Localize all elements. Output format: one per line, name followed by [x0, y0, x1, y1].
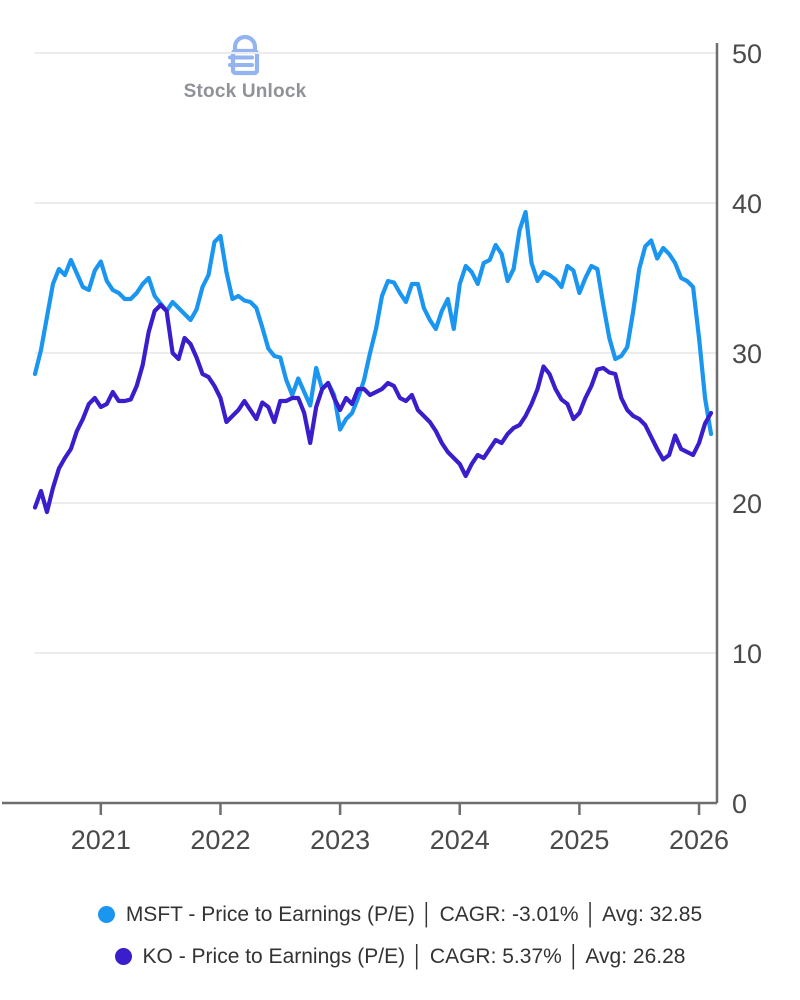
legend-label-ko: KO - Price to Earnings (P/E) │ CAGR: 5.3…	[142, 944, 686, 968]
chart-legend: MSFT - Price to Earnings (P/E) │ CAGR: -…	[0, 893, 800, 977]
legend-color-swatch-msft	[97, 905, 115, 923]
legend-label-msft: MSFT - Price to Earnings (P/E) │ CAGR: -…	[125, 902, 703, 926]
y-tick-label: 20	[732, 489, 762, 519]
y-tick-label: 10	[732, 639, 762, 669]
series-line-msft	[32, 209, 714, 437]
x-tick-label: 2024	[430, 825, 490, 855]
x-tick-label: 2021	[71, 825, 131, 855]
y-tick-label: 40	[732, 189, 762, 219]
x-tick-label: 2025	[549, 825, 609, 855]
legend-item-ko[interactable]: KO - Price to Earnings (P/E) │ CAGR: 5.3…	[0, 935, 800, 977]
x-tick-label: 2026	[669, 825, 729, 855]
x-tick-label: 2023	[310, 825, 370, 855]
y-tick-label: 50	[732, 39, 762, 69]
y-tick-label: 30	[732, 339, 762, 369]
legend-color-swatch-ko	[114, 947, 132, 965]
x-tick-label: 2022	[190, 825, 250, 855]
y-tick-label: 0	[732, 789, 747, 819]
legend-item-msft[interactable]: MSFT - Price to Earnings (P/E) │ CAGR: -…	[0, 893, 800, 935]
series-line-ko	[32, 302, 714, 515]
